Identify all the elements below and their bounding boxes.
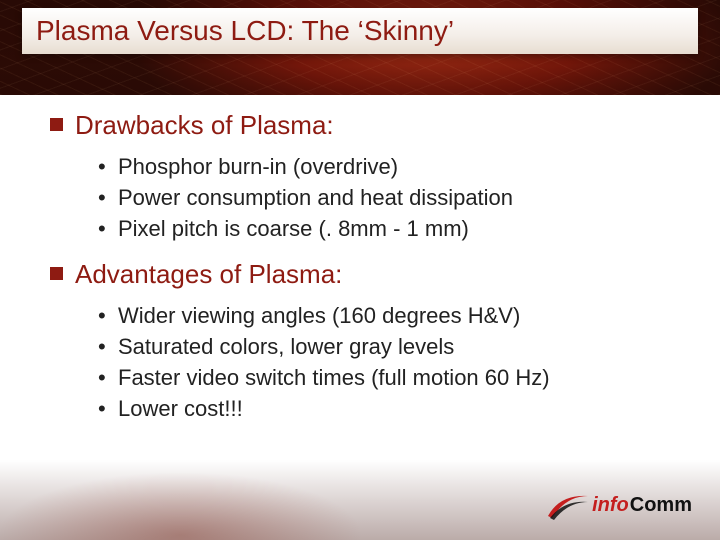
infocomm-logo: info Comm	[546, 490, 692, 520]
square-bullet-icon	[50, 267, 63, 280]
list-item: Pixel pitch is coarse (. 8mm - 1 mm)	[98, 213, 684, 244]
list-item: Saturated colors, lower gray levels	[98, 331, 684, 362]
section-title: Drawbacks of Plasma:	[75, 110, 334, 141]
logo-text-info: info	[592, 494, 629, 517]
section-heading-2: Advantages of Plasma:	[50, 259, 684, 290]
logo-text-comm: Comm	[630, 494, 692, 517]
bullet-list-1: Phosphor burn-in (overdrive) Power consu…	[98, 151, 684, 245]
list-item: Lower cost!!!	[98, 393, 684, 424]
square-bullet-icon	[50, 118, 63, 131]
section-title: Advantages of Plasma:	[75, 259, 342, 290]
slide-content: Drawbacks of Plasma: Phosphor burn-in (o…	[50, 104, 684, 516]
title-bar: Plasma Versus LCD: The ‘Skinny’	[22, 8, 698, 54]
list-item: Power consumption and heat dissipation	[98, 182, 684, 213]
section-heading-1: Drawbacks of Plasma:	[50, 110, 684, 141]
list-item: Phosphor burn-in (overdrive)	[98, 151, 684, 182]
logo-swoosh-icon	[546, 490, 590, 520]
list-item: Wider viewing angles (160 degrees H&V)	[98, 300, 684, 331]
list-item: Faster video switch times (full motion 6…	[98, 362, 684, 393]
bullet-list-2: Wider viewing angles (160 degrees H&V) S…	[98, 300, 684, 425]
slide-title: Plasma Versus LCD: The ‘Skinny’	[36, 15, 454, 47]
